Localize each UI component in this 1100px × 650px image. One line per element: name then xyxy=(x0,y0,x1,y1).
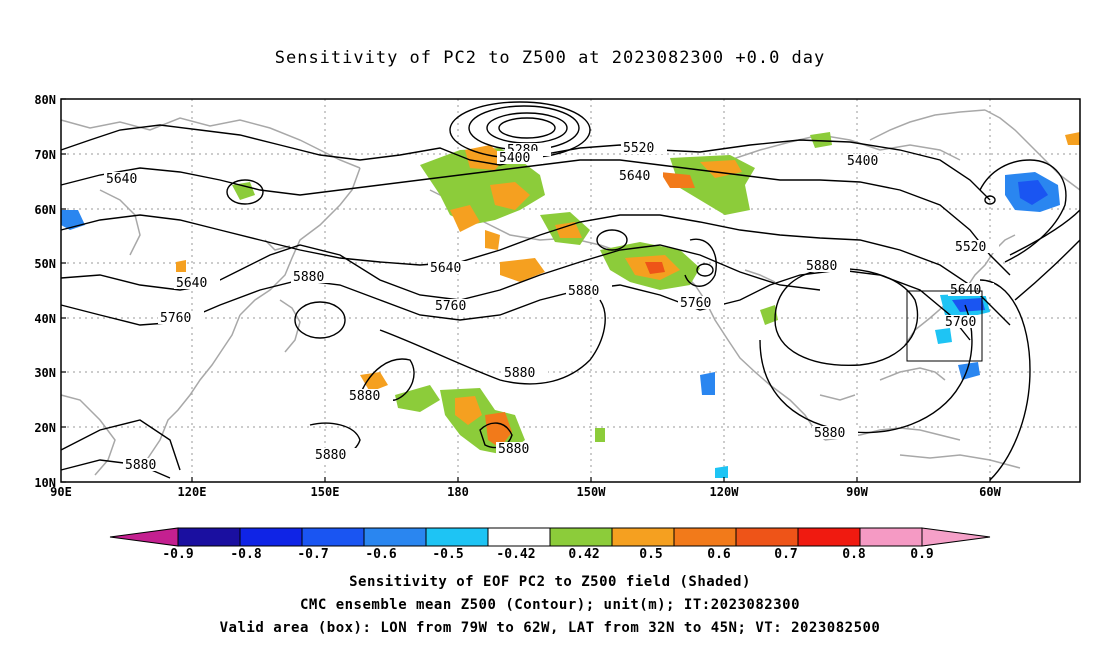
colorbar-label: -0.9 xyxy=(162,547,193,562)
lat-label: 80N xyxy=(34,93,56,107)
contour-label: 5760 xyxy=(680,296,711,311)
contour-label: 5520 xyxy=(623,141,654,156)
contour-label: 5880 xyxy=(806,259,837,274)
colorbar-label: -0.6 xyxy=(365,547,396,562)
contour-label: 5880 xyxy=(349,389,380,404)
contour-label: 5880 xyxy=(568,284,599,299)
contour-label: 5640 xyxy=(619,169,650,184)
contour-label: 5760 xyxy=(160,311,191,326)
contour-label: 5400 xyxy=(847,154,878,169)
lat-label: 60N xyxy=(34,203,56,217)
colorbar-cell xyxy=(177,527,241,547)
colorbar-high-arrow xyxy=(921,527,991,547)
footer-line-1: Sensitivity of EOF PC2 to Z500 field (Sh… xyxy=(349,574,751,590)
footer-line-2: CMC ensemble mean Z500 (Contour); unit(m… xyxy=(299,597,800,613)
lat-label: 30N xyxy=(34,366,56,380)
colorbar-label: 0.8 xyxy=(842,547,866,562)
colorbar-cell xyxy=(425,527,489,547)
contour-label: 5880 xyxy=(504,366,535,381)
colorbar-cell xyxy=(859,527,923,547)
colorbar-label: 0.5 xyxy=(639,547,662,562)
colorbar-label: -0.5 xyxy=(432,547,463,562)
contour-label: 5880 xyxy=(498,442,529,457)
footer-line-3: Valid area (box): LON from 79W to 62W, L… xyxy=(219,620,881,636)
colorbar-label: 0.6 xyxy=(707,547,731,562)
lon-label: 150W xyxy=(577,485,607,499)
lat-label: 10N xyxy=(34,476,56,490)
lon-label: 180 xyxy=(447,485,469,499)
contour-label: 5880 xyxy=(814,426,845,441)
colorbar-cell xyxy=(301,527,365,547)
colorbar-label: 0.9 xyxy=(910,547,933,562)
plot-border xyxy=(60,98,1081,483)
colorbar-label: -0.42 xyxy=(496,547,535,562)
contour-label: 5760 xyxy=(435,299,466,314)
colorbar-labels: -0.9 -0.8 -0.7 -0.6 -0.5 -0.42 0.42 0.5 … xyxy=(162,547,933,562)
colorbar-label: 0.7 xyxy=(774,547,797,562)
colorbar-label: 0.42 xyxy=(568,547,599,562)
colorbar-cell xyxy=(487,527,551,547)
lon-label: 90E xyxy=(50,485,72,499)
colorbar: -0.9 -0.8 -0.7 -0.6 -0.5 -0.42 0.42 0.5 … xyxy=(109,527,991,562)
map-title: Sensitivity of PC2 to Z500 at 2023082300… xyxy=(274,48,826,68)
colorbar-cell xyxy=(735,527,799,547)
lat-label: 40N xyxy=(34,312,56,326)
lat-label: 70N xyxy=(34,148,56,162)
colorbar-cell xyxy=(363,527,427,547)
colorbar-cell xyxy=(549,527,613,547)
lon-label: 120E xyxy=(178,485,207,499)
lat-label: 50N xyxy=(34,257,56,271)
contour-label: 5880 xyxy=(293,270,324,285)
valid-area-box xyxy=(906,290,983,362)
contour-label: 5520 xyxy=(955,240,986,255)
contour-label-group: 5280 5400 5520 5640 5400 5640 5640 5880 … xyxy=(104,141,999,473)
colorbar-cell xyxy=(797,527,861,547)
lon-label: 120W xyxy=(710,485,740,499)
lat-label: 20N xyxy=(34,421,56,435)
contour-label: 5760 xyxy=(945,315,976,330)
colorbar-cells xyxy=(177,527,923,547)
colorbar-label: -0.8 xyxy=(230,547,261,562)
contour-label: 5400 xyxy=(499,151,530,166)
contour-label: 5640 xyxy=(430,261,461,276)
colorbar-cell xyxy=(611,527,675,547)
colorbar-label: -0.7 xyxy=(297,547,328,562)
contour-label: 5640 xyxy=(176,276,207,291)
colorbar-cell xyxy=(239,527,303,547)
lon-label: 60W xyxy=(979,485,1001,499)
colorbar-low-arrow xyxy=(109,527,179,547)
contour-label: 5880 xyxy=(315,448,346,463)
lon-label: 150E xyxy=(311,485,340,499)
colorbar-cell xyxy=(673,527,737,547)
tick-marks xyxy=(61,98,991,483)
contour-label: 5640 xyxy=(106,172,137,187)
longitude-labels: 90E 120E 150E 180 150W 120W 90W 60W xyxy=(50,485,1001,499)
contour-label: 5880 xyxy=(125,458,156,473)
lon-label: 90W xyxy=(846,485,868,499)
latitude-labels: 80N 70N 60N 50N 40N 30N 20N 10N xyxy=(34,93,56,490)
gridlines xyxy=(61,99,1080,482)
